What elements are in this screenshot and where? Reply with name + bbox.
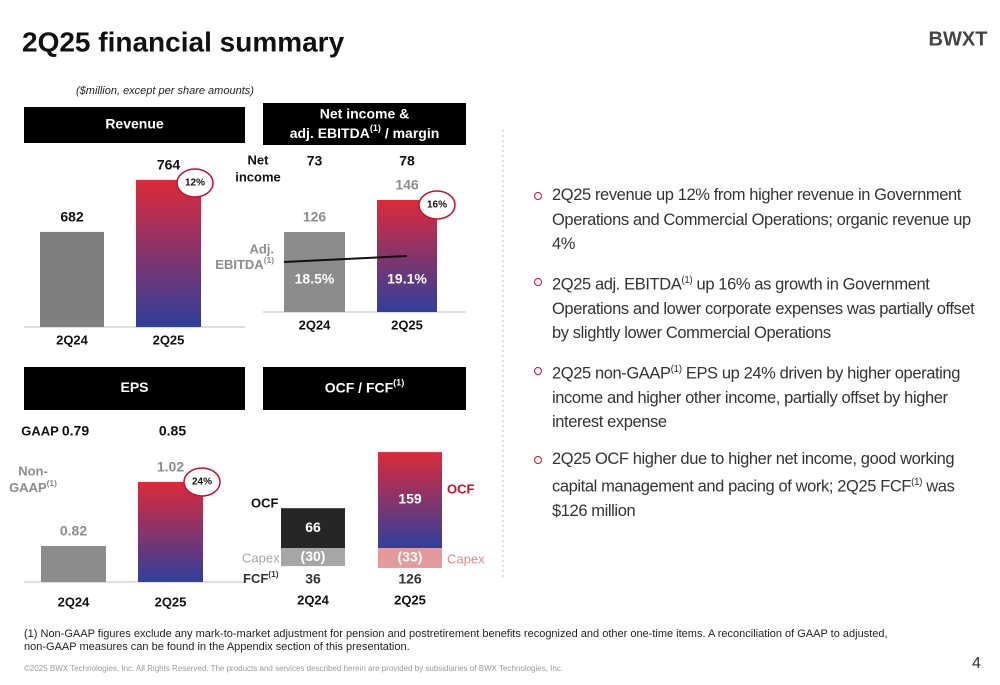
x-tick-label: 2Q25 (153, 332, 185, 347)
value-label: 764 (157, 157, 181, 173)
growth-label: 16% (427, 200, 447, 211)
row-label: GAAP(1) (9, 478, 57, 495)
slide-title: 2Q25 financial summary (22, 26, 345, 57)
superscript: (1) (47, 478, 58, 488)
panel-header (24, 107, 245, 143)
text-part: / margin (381, 125, 439, 141)
value-label: 682 (60, 209, 84, 225)
panel-header (24, 367, 245, 410)
row-label: GAAP (21, 423, 59, 438)
growth-label: 24% (192, 477, 212, 488)
row-value: 126 (398, 571, 422, 587)
superscript: (1) (681, 274, 693, 286)
text-part: FCF (243, 571, 268, 586)
value-label: 1.02 (157, 459, 184, 475)
panel-subtitle: adj. EBITDA(1) / margin (290, 123, 440, 140)
value-label: 0.82 (60, 523, 87, 539)
row-label: income (235, 169, 281, 184)
x-tick-label: 2Q24 (299, 317, 332, 332)
value-label: 126 (303, 209, 327, 225)
superscript: (1) (393, 378, 404, 388)
series-label: OCF (251, 496, 279, 511)
row-value: 78 (399, 153, 415, 169)
logo: BWXT (929, 28, 988, 50)
bullet-text: 2Q25 adj. EBITDA (552, 275, 682, 293)
x-tick-label: 2Q25 (391, 317, 423, 332)
bullets: 2Q25 revenue up 12% from higher revenue … (532, 183, 977, 536)
x-tick-label: 2Q24 (58, 594, 91, 609)
growth-ring (183, 467, 221, 497)
margin-line (283, 255, 408, 263)
bullet: 2Q25 adj. EBITDA(1) up 16% as growth in … (532, 269, 977, 346)
bar (281, 548, 345, 567)
row-label: Adj. (249, 241, 274, 256)
margin-label: 19.1% (387, 271, 427, 287)
series-label: Capex (242, 551, 280, 566)
bar (284, 232, 345, 312)
row-value: 0.85 (159, 423, 186, 439)
bullet-text: 2Q25 OCF higher due to higher net income… (552, 449, 955, 496)
bullet-text: 2Q25 non-GAAP (552, 364, 671, 382)
bar (41, 545, 106, 582)
row-label: Non- (18, 463, 48, 478)
bar (378, 452, 442, 549)
row-value: 36 (305, 571, 321, 587)
row-label: FCF(1) (243, 569, 279, 586)
panel-header (263, 103, 466, 145)
x-tick-label: 2Q24 (56, 332, 89, 347)
bullet-text: up 16% as growth in Government Operation… (552, 275, 975, 342)
x-tick-label: 2Q24 (297, 592, 330, 607)
superscript: (1) (670, 363, 682, 375)
bar (378, 548, 442, 568)
copyright: ©2025 BWX Technologies, Inc. All Rights … (24, 664, 564, 673)
text-part: EBITDA (215, 257, 264, 272)
row-label: EBITDA(1) (215, 255, 274, 272)
superscript: (1) (911, 477, 923, 488)
bar (281, 508, 345, 549)
growth-ring (418, 190, 456, 220)
value-label: 159 (398, 491, 422, 507)
value-label: 146 (395, 177, 419, 193)
units-note: ($million, except per share amounts) (76, 85, 254, 97)
x-tick-label: 2Q25 (155, 594, 187, 609)
value-label: (33) (398, 549, 423, 565)
text-part: OCF / FCF (325, 379, 394, 395)
footnote-line: non-GAAP measures can be found in the Ap… (24, 641, 410, 653)
text-part: GAAP (9, 480, 47, 495)
growth-label: 12% (185, 178, 205, 189)
margin-label: 18.5% (295, 271, 335, 287)
page-number: 4 (972, 655, 981, 672)
x-tick-label: 2Q25 (394, 592, 426, 607)
bullet: 2Q25 revenue up 12% from higher revenue … (532, 183, 977, 257)
row-label: Net (248, 152, 270, 167)
bullet-text: 2Q25 revenue up 12% from higher revenue … (552, 186, 971, 253)
superscript: (1) (264, 255, 275, 265)
bar (40, 231, 104, 327)
panel-title: OCF / FCF(1) (325, 378, 405, 395)
bullet: 2Q25 OCF higher due to higher net income… (532, 447, 977, 524)
bar (138, 481, 203, 582)
growth-ring (176, 168, 214, 198)
panel-title: Net income & (320, 106, 409, 122)
value-label: 66 (305, 519, 321, 535)
value-label: (30) (301, 548, 326, 564)
bullet-text: EPS up 24% driven by higher operating in… (552, 364, 960, 431)
row-value: 73 (307, 153, 323, 169)
text-part: adj. EBITDA (290, 125, 370, 141)
row-value: 0.79 (62, 423, 89, 439)
superscript: (1) (370, 123, 381, 133)
panel-header (263, 367, 466, 410)
footnote: (1) Non-GAAP figures exclude any mark-to… (24, 628, 888, 654)
series-label: OCF (447, 481, 475, 496)
bar (136, 179, 201, 327)
series-label: Capex (447, 551, 485, 566)
bullet-text: was $126 million (552, 477, 955, 521)
footnote-line: (1) Non-GAAP figures exclude any mark-to… (24, 628, 888, 640)
panel-title: EPS (120, 379, 148, 395)
superscript: (1) (268, 569, 279, 579)
bullet: 2Q25 non-GAAP(1) EPS up 24% driven by hi… (532, 358, 977, 435)
panel-title: Revenue (105, 116, 164, 132)
